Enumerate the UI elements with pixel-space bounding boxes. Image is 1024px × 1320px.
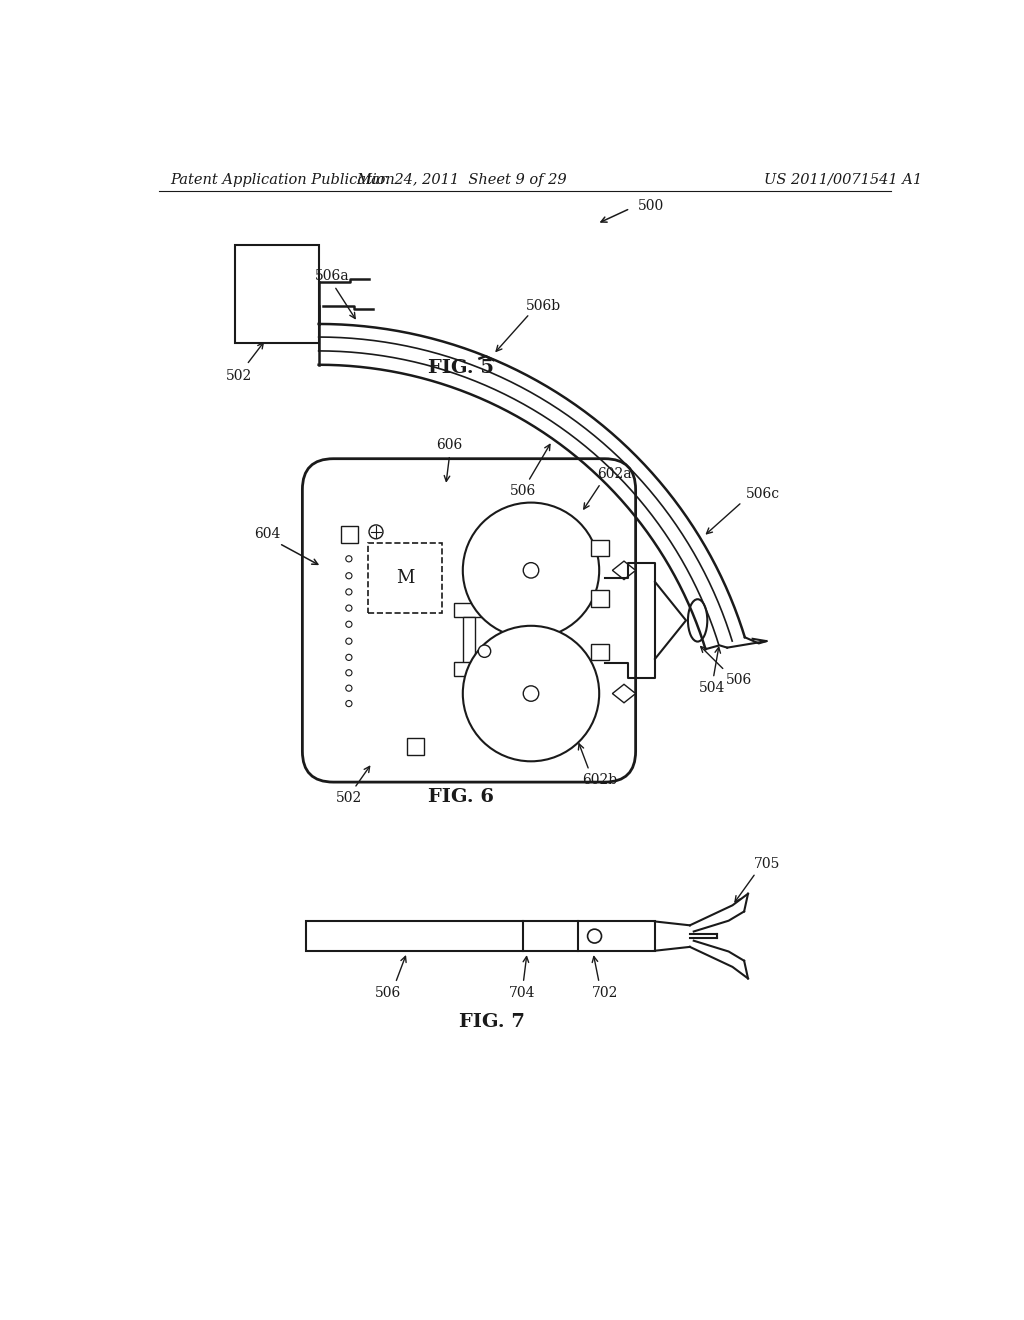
Bar [407,738,424,755]
Circle shape [523,562,539,578]
Circle shape [346,556,352,562]
Text: FIG. 5: FIG. 5 [428,359,495,376]
Text: Patent Application Publication: Patent Application Publication [171,173,395,187]
Bar [592,540,608,557]
Text: 602a: 602a [597,467,632,480]
Polygon shape [612,561,636,579]
Text: FIG. 7: FIG. 7 [460,1014,525,1031]
Circle shape [346,669,352,676]
Text: 705: 705 [755,858,780,871]
Bar [592,590,608,607]
Text: M: M [396,569,415,587]
Circle shape [346,655,352,660]
Bar [341,527,358,544]
Text: 506a: 506a [314,269,349,282]
Text: 604: 604 [254,527,281,541]
Circle shape [369,525,383,539]
Bar [454,603,484,616]
Polygon shape [612,684,636,702]
Text: US 2011/0071541 A1: US 2011/0071541 A1 [764,173,922,187]
Text: FIG. 6: FIG. 6 [428,788,495,807]
Bar [306,921,655,950]
Text: 704: 704 [509,986,535,1001]
Circle shape [346,622,352,627]
Text: Mar. 24, 2011  Sheet 9 of 29: Mar. 24, 2011 Sheet 9 of 29 [356,173,566,187]
Circle shape [346,638,352,644]
Text: 500: 500 [638,199,665,213]
Text: 602b: 602b [582,772,616,787]
Text: 606: 606 [436,438,463,451]
Text: 702: 702 [592,986,617,1001]
Circle shape [588,929,601,942]
Text: 502: 502 [225,368,252,383]
Circle shape [463,503,599,638]
Bar [454,663,484,676]
Circle shape [346,685,352,692]
Text: 506c: 506c [745,487,780,502]
Bar [234,244,318,343]
Circle shape [463,626,599,762]
Text: 506: 506 [510,483,536,498]
Text: 502: 502 [336,791,362,804]
Text: 504: 504 [698,681,725,694]
Circle shape [346,701,352,706]
Circle shape [346,589,352,595]
Text: 506b: 506b [526,300,561,313]
Circle shape [478,645,490,657]
Circle shape [346,573,352,578]
Bar [592,644,608,660]
Text: 506: 506 [375,986,400,1001]
Text: 506: 506 [726,673,752,686]
Bar [369,544,442,612]
Circle shape [523,686,539,701]
Bar [463,616,475,663]
Circle shape [346,605,352,611]
FancyBboxPatch shape [302,459,636,781]
Ellipse shape [688,599,708,642]
